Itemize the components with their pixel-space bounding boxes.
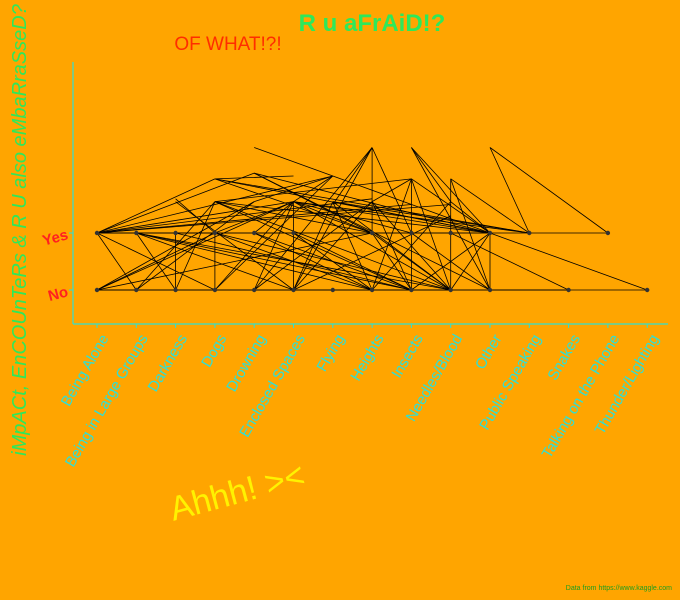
edge-line: [214, 201, 294, 234]
x-tick-label: Darkness: [145, 332, 191, 395]
data-point: [291, 287, 296, 293]
data-point: [134, 230, 139, 236]
data-point: [94, 287, 100, 293]
edge-line: [293, 175, 334, 202]
data-point: [566, 287, 571, 293]
x-tick-label: Heights: [347, 332, 387, 385]
edge-line: [96, 201, 294, 234]
data-point: [212, 230, 218, 236]
y-tick-label-yes: Yes: [41, 226, 70, 249]
data-point: [409, 287, 414, 293]
data-point: [173, 287, 178, 293]
edge-line: [450, 178, 530, 234]
edge-line: [254, 147, 491, 234]
edge-line: [293, 201, 412, 234]
x-tick-label: Snakes: [544, 332, 584, 384]
edge-line: [293, 201, 451, 291]
data-point: [212, 287, 218, 293]
annotation-text: Ahhh! ><: [166, 456, 309, 528]
edge-line: [254, 175, 333, 203]
edge-line: [371, 178, 412, 291]
data-point: [448, 287, 453, 293]
edge-line: [450, 178, 491, 291]
y-axis-label: iMpACt, EnCOUnTeRs & R U also eMbaRraSse…: [9, 3, 31, 456]
edge-line: [293, 201, 373, 234]
edge-line: [135, 232, 176, 291]
edge-line: [411, 178, 452, 291]
edge-line: [293, 232, 373, 291]
y-tick-labels: No Yes: [41, 226, 73, 305]
x-tick-label: Flying: [314, 332, 349, 375]
data-point: [330, 287, 335, 293]
data-point: [134, 287, 139, 293]
chart-title: R u aFrAiD!?: [299, 10, 446, 37]
edges-layer: [96, 147, 648, 291]
data-point: [252, 287, 257, 293]
data-point: [487, 230, 493, 236]
edge-line: [332, 147, 373, 205]
points-layer: [94, 230, 650, 293]
edge-line: [293, 201, 334, 291]
edge-line: [450, 201, 491, 234]
edge-line: [450, 232, 491, 291]
edge-line: [96, 178, 216, 234]
x-tick-label: Other: [472, 331, 505, 372]
data-point: [527, 230, 532, 236]
edge-line: [293, 147, 373, 291]
edge-line: [214, 201, 294, 291]
y-tick-label-no: No: [46, 283, 70, 305]
data-point: [291, 230, 296, 236]
data-point: [94, 230, 100, 236]
edge-line: [293, 215, 451, 291]
axes: [72, 62, 668, 325]
data-point: [409, 230, 414, 236]
data-point: [487, 287, 493, 293]
edge-line: [96, 175, 333, 234]
edge-line: [489, 147, 530, 234]
data-point: [173, 230, 178, 236]
edge-line: [175, 201, 294, 291]
edge-line: [489, 147, 609, 234]
data-point: [645, 287, 650, 293]
data-point: [252, 230, 257, 236]
x-tick-label: Dogs: [198, 332, 230, 371]
edge-line: [214, 175, 294, 180]
edge-line: [253, 201, 294, 234]
edge-line: [332, 201, 373, 291]
edge-line: [175, 201, 216, 291]
edge-line: [96, 204, 412, 234]
edge-line: [136, 232, 412, 291]
edge-line: [450, 232, 569, 291]
data-point: [369, 287, 375, 293]
edge-line: [293, 201, 373, 291]
edge-line: [293, 232, 412, 291]
edge-line: [371, 232, 412, 291]
edge-line: [214, 178, 412, 203]
edge-line: [254, 232, 373, 291]
edge-line: [411, 147, 452, 202]
edge-line: [371, 178, 412, 202]
edge-line: [332, 201, 530, 234]
edge-line: [371, 201, 412, 291]
edge-line: [253, 201, 294, 291]
chart-subtitle: OF WHAT!?!: [174, 34, 281, 55]
edge-line: [175, 198, 216, 234]
edge-line: [96, 232, 137, 291]
data-point: [605, 230, 611, 236]
data-point: [448, 230, 453, 236]
x-tick-label: Insects: [388, 332, 426, 382]
data-point: [369, 230, 375, 236]
edge-line: [96, 232, 373, 291]
edge-line: [253, 147, 373, 291]
edge-line: [489, 232, 648, 291]
source-note: Data from https://www.kaggle.com: [566, 585, 672, 592]
edge-line: [293, 201, 491, 234]
